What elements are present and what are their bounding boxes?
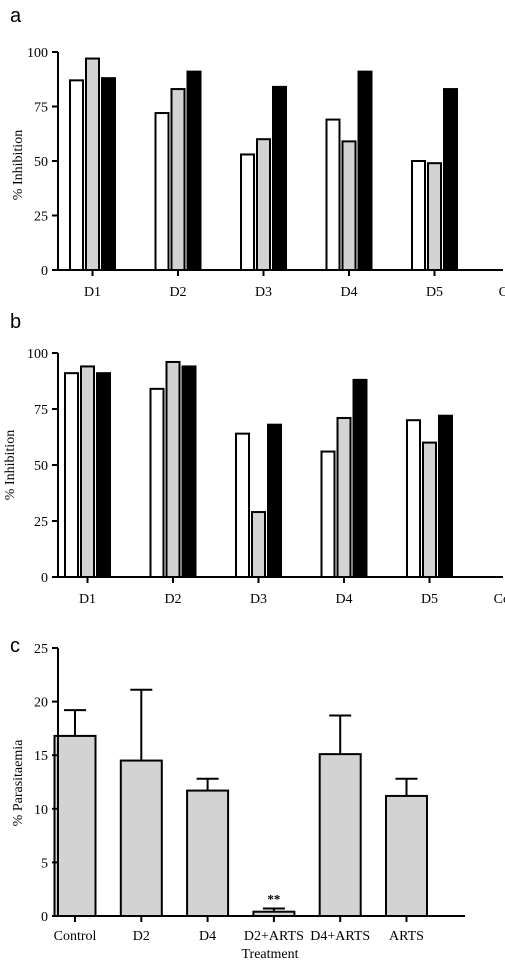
bar — [267, 423, 282, 578]
bar — [443, 88, 458, 271]
bar — [385, 794, 428, 917]
bar — [64, 372, 79, 578]
panel-c-axes — [57, 648, 465, 917]
panel-c-y-ticks: 0 5 10 15 20 25 — [34, 642, 58, 925]
y-tick-label: 10 — [34, 803, 48, 818]
bar — [318, 753, 362, 917]
panel-c-y-axis-title: % Parasitaemia — [11, 739, 26, 826]
y-tick-label: 100 — [27, 46, 48, 61]
x-tick-label: D2 — [133, 929, 150, 944]
x-tick-label: Control — [499, 285, 505, 300]
bar — [101, 77, 116, 271]
x-tick-label: D5 — [426, 285, 443, 300]
y-tick-label: 50 — [34, 155, 48, 170]
x-tick-label: D5 — [421, 592, 438, 607]
bar — [119, 759, 163, 917]
panel-b-y-axis-title: % Inhibition — [3, 430, 18, 500]
bar — [422, 441, 437, 578]
y-tick-label: 100 — [27, 347, 48, 362]
panel-a-axes — [57, 52, 503, 271]
x-tick-label: Control — [494, 592, 505, 607]
panel-c-label: c — [10, 635, 20, 657]
panel-c-x-ticks: Control D2 D4 D2+ARTS D4+ARTS ARTS — [54, 916, 424, 944]
bar — [357, 70, 373, 272]
panel-a-bars — [69, 57, 458, 272]
y-tick-label: 0 — [41, 264, 48, 279]
bar — [406, 419, 421, 579]
y-tick-label: 0 — [41, 571, 48, 586]
x-tick-label: D3 — [255, 285, 272, 300]
x-tick-label: D1 — [79, 592, 96, 607]
bar — [256, 138, 271, 271]
bar — [336, 416, 352, 578]
y-tick-label: 5 — [41, 856, 48, 871]
bar — [438, 414, 453, 578]
bar — [240, 153, 255, 272]
bar — [320, 450, 336, 578]
bar — [251, 511, 266, 578]
x-tick-label: D2 — [164, 592, 181, 607]
bar — [341, 140, 357, 271]
y-tick-label: 75 — [34, 403, 48, 418]
x-tick-label: D4 — [199, 929, 216, 944]
bar — [186, 70, 202, 272]
x-tick-label: D3 — [250, 592, 267, 607]
y-tick-label: 0 — [41, 910, 48, 925]
panel-b-y-ticks: 0 25 50 75 100 — [27, 347, 58, 586]
panel-c-significance-label: ** — [267, 891, 280, 906]
panel-b-label: b — [10, 311, 21, 333]
panel-a-label: a — [10, 5, 22, 27]
x-tick-label: D2 — [169, 285, 186, 300]
y-tick-label: 25 — [34, 642, 48, 657]
bar — [80, 365, 95, 578]
panel-b-chart: b % Inhibition 0 25 50 75 100 D1 D2 D3 D4 D5 Cont… — [3, 311, 505, 607]
x-tick-label: D4 — [340, 285, 357, 300]
panel-a-y-axis-title: % Inhibition — [11, 130, 26, 200]
x-tick-label: D4+ARTS — [310, 929, 370, 944]
bar — [69, 79, 84, 271]
x-tick-label: D1 — [84, 285, 101, 300]
bar — [272, 85, 287, 271]
panel-c-chart: c % Parasitaemia Treatment 0 5 10 15 20 25 Co… — [10, 635, 465, 962]
panel-a-x-ticks: D1 D2 D3 D4 D5 Control — [84, 270, 505, 300]
panel-a-chart: a % Inhibition 0 25 50 75 100 D1 D2 D3 D4 D5 Cont… — [10, 5, 505, 300]
panel-c-x-axis-title: Treatment — [241, 947, 298, 962]
y-tick-label: 25 — [34, 515, 48, 530]
y-tick-label: 25 — [34, 210, 48, 225]
y-tick-label: 75 — [34, 101, 48, 116]
bar — [186, 789, 230, 917]
bar — [427, 162, 442, 271]
panel-b-bars — [64, 360, 453, 579]
bar — [165, 360, 181, 578]
panel-c-error-bars — [64, 688, 418, 912]
y-tick-label: 20 — [34, 696, 48, 711]
y-tick-label: 15 — [34, 749, 48, 764]
y-tick-label: 50 — [34, 459, 48, 474]
bar — [325, 118, 341, 271]
bar — [85, 57, 100, 272]
bar — [170, 88, 186, 271]
bar — [235, 432, 250, 579]
bar — [352, 378, 368, 578]
x-tick-label: D4 — [335, 592, 352, 607]
panel-a-y-ticks: 0 25 50 75 100 — [27, 46, 58, 279]
x-tick-label: D2+ARTS — [244, 929, 304, 944]
bar — [96, 372, 111, 578]
bar — [53, 734, 97, 917]
bar — [154, 112, 170, 272]
panel-b-x-ticks: D1 D2 D3 D4 D5 Control — [79, 577, 505, 607]
x-tick-label: Control — [54, 929, 97, 944]
panel-b-axes — [57, 353, 503, 578]
bar — [411, 160, 426, 271]
bar — [149, 387, 165, 578]
panel-c-bars — [53, 734, 428, 917]
bar — [181, 365, 197, 578]
x-tick-label: ARTS — [389, 929, 424, 944]
